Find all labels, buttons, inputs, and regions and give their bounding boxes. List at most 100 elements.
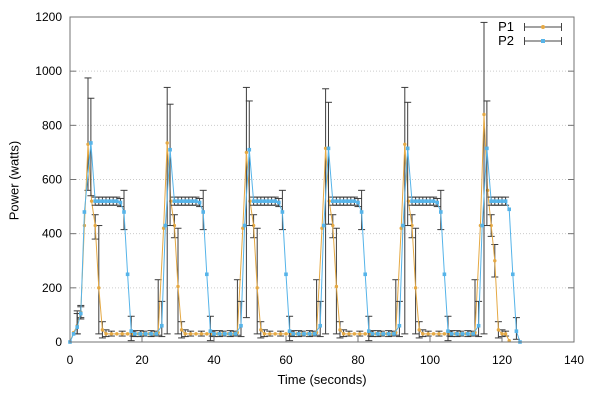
p1-marker-icon — [183, 332, 187, 336]
p2-marker-icon — [266, 199, 270, 203]
p2-marker-icon — [341, 199, 346, 203]
p1-marker-icon — [496, 328, 501, 332]
p1-marker-icon — [363, 332, 367, 336]
p1-marker-icon — [341, 332, 346, 336]
p1-marker-icon — [500, 332, 504, 336]
p2-marker-icon — [424, 199, 429, 203]
p2-marker-icon — [255, 199, 259, 203]
p1-marker-icon — [482, 112, 486, 117]
p2-marker-icon — [307, 332, 312, 336]
p2-marker-icon — [129, 329, 133, 333]
p1-marker-icon — [100, 328, 105, 332]
p2-marker-icon — [133, 332, 137, 336]
p1-marker-icon — [437, 332, 441, 336]
p1-marker-icon — [399, 226, 403, 230]
p2-marker-icon — [149, 332, 153, 336]
series-p1 — [68, 21, 511, 344]
p1-marker-icon — [188, 332, 193, 336]
p1-marker-icon — [165, 141, 169, 145]
p2-marker-icon — [273, 199, 277, 203]
p2-marker-icon — [460, 332, 465, 336]
p2-marker-icon — [79, 311, 83, 316]
x-axis-title: Time (seconds) — [277, 372, 367, 387]
series-p2 — [68, 97, 522, 344]
x-tick-label: 40 — [207, 353, 221, 367]
p2-marker-icon — [118, 200, 123, 205]
p2-marker-icon — [277, 200, 281, 205]
p1-marker-icon — [347, 332, 351, 336]
p1-marker-icon — [489, 223, 493, 228]
p2-marker-icon — [410, 199, 414, 203]
p2-marker-icon — [143, 332, 148, 336]
p2-marker-icon — [496, 199, 501, 203]
p2-marker-icon — [160, 323, 164, 328]
p2-marker-icon — [363, 272, 367, 277]
p1-marker-icon — [86, 142, 90, 146]
p1-marker-icon — [172, 223, 177, 228]
x-tick-label: 80 — [351, 353, 365, 367]
p2-marker-icon — [431, 199, 436, 203]
p2-marker-icon — [233, 332, 238, 336]
p2-marker-icon — [269, 199, 274, 203]
p2-marker-icon — [392, 332, 396, 336]
p1-marker-icon — [413, 286, 418, 290]
p2-marker-icon — [242, 223, 247, 228]
p1-marker-icon — [507, 338, 511, 343]
p2-marker-icon — [251, 199, 256, 203]
p1-marker-icon — [255, 286, 259, 290]
p1-marker-icon — [503, 332, 508, 336]
p2-marker-icon — [82, 210, 87, 214]
y-tick-label: 600 — [42, 173, 62, 187]
p2-marker-icon — [326, 146, 331, 151]
p2-marker-icon — [345, 199, 349, 203]
p2-marker-icon — [376, 332, 380, 336]
p2-marker-icon — [172, 199, 177, 203]
x-tick-label: 120 — [492, 353, 512, 367]
p2-marker-icon — [439, 210, 443, 214]
p1-marker-icon — [323, 146, 328, 151]
p1-marker-icon — [259, 328, 263, 332]
p2-marker-icon — [338, 199, 342, 203]
p2-marker-icon — [247, 147, 252, 152]
p2-marker-icon — [417, 199, 421, 203]
p2-marker-icon — [89, 141, 93, 145]
x-tick-label: 20 — [135, 353, 149, 367]
x-tick-label: 0 — [67, 353, 74, 367]
p1-marker-icon — [284, 332, 288, 336]
p1-marker-icon — [194, 332, 198, 336]
p2-marker-icon — [331, 199, 335, 203]
p1-marker-icon — [334, 284, 339, 289]
p2-marker-icon — [183, 199, 187, 203]
p2-marker-icon — [541, 38, 545, 43]
p1-marker-icon — [179, 328, 184, 332]
p2-marker-icon — [397, 323, 402, 328]
p2-marker-icon — [507, 207, 511, 212]
p2-marker-icon — [93, 199, 97, 203]
p2-marker-icon — [442, 272, 447, 277]
p2-marker-icon — [313, 332, 317, 336]
y-tick-label: 1200 — [35, 10, 62, 24]
p2-marker-icon — [205, 272, 209, 277]
p2-marker-icon — [386, 332, 391, 336]
p2-marker-icon — [201, 210, 205, 214]
p1-marker-icon — [93, 223, 97, 228]
p2-marker-icon — [284, 272, 288, 277]
p2-marker-icon — [421, 199, 425, 203]
p2-marker-icon — [100, 199, 105, 203]
p1-marker-icon — [104, 332, 108, 336]
legend-sample-errorbar-icon — [524, 22, 562, 31]
p2-marker-icon — [302, 332, 306, 336]
p2-marker-icon — [480, 223, 484, 228]
y-tick-label: 800 — [42, 118, 62, 132]
p2-marker-icon — [259, 199, 263, 203]
p2-marker-icon — [197, 200, 202, 205]
p1-marker-icon — [205, 332, 209, 336]
y-tick-label: 1000 — [35, 64, 62, 78]
p2-marker-icon — [471, 332, 475, 336]
p2-marker-icon — [104, 199, 108, 203]
p1-marker-icon — [358, 332, 362, 336]
p1-marker-icon — [199, 332, 204, 336]
legend-sample-errorbar-icon — [524, 36, 562, 45]
